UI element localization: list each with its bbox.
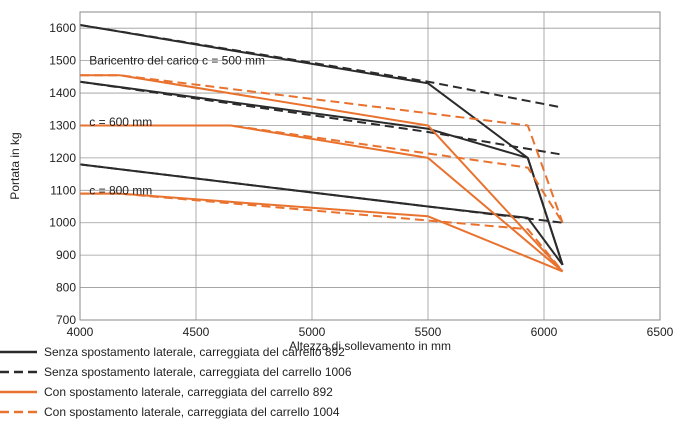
series-line-1-0 <box>79 24 563 109</box>
series-line-0-1 <box>79 80 564 266</box>
x-axis-title: Altezza di sollevamento in mm <box>289 339 451 353</box>
legend-label: Con spostamento laterale, carreggiata de… <box>44 385 333 399</box>
series-line-3-1 <box>80 124 564 224</box>
y-tick-label: 1100 <box>50 183 76 197</box>
x-tick-label: 4000 <box>67 325 94 339</box>
y-tick-label: 900 <box>56 248 76 262</box>
series-layer <box>79 24 564 273</box>
series-line-1-2 <box>79 163 563 224</box>
y-tick-label: 1400 <box>49 86 76 100</box>
legend-label: Senza spostamento laterale, carreggiata … <box>44 365 352 379</box>
annotation-label: Baricentro del carico c = 500 mm <box>89 54 265 68</box>
y-tick-label: 1500 <box>49 54 76 68</box>
annotation-label: c = 800 mm <box>89 183 152 197</box>
tick-labels: 4000 4500 5000 5500 6000 6500 700 800 900 1000 110… <box>49 21 673 339</box>
x-tick-label: 6500 <box>647 325 674 339</box>
y-tick-label: 1600 <box>49 21 76 35</box>
y-axis-title: Portata in kg <box>8 132 22 199</box>
series-line-3-0 <box>80 74 564 224</box>
x-tick-label: 4500 <box>183 325 210 339</box>
legend-label: Con spostamento laterale, carreggiata de… <box>44 405 340 419</box>
legend-label: Senza spostamento laterale, carreggiata … <box>44 345 345 359</box>
y-tick-label: 1200 <box>49 151 76 165</box>
series-line-3-2 <box>80 192 564 273</box>
y-tick-label: 700 <box>56 313 76 327</box>
annotations: Baricentro del carico c = 500 mm c = 600 … <box>89 54 265 198</box>
y-tick-label: 1000 <box>49 216 76 230</box>
y-tick-label: 1300 <box>49 118 76 132</box>
annotation-label: c = 600 mm <box>89 115 152 129</box>
series-line-1-1 <box>79 80 563 156</box>
x-tick-label: 6000 <box>531 325 558 339</box>
legend: Senza spostamento laterale, carreggiata … <box>0 345 352 419</box>
plot-frame <box>79 11 661 321</box>
series-line-2-2 <box>80 192 563 273</box>
x-tick-label: 5500 <box>415 325 442 339</box>
x-tick-label: 5000 <box>299 325 326 339</box>
y-tick-label: 800 <box>56 281 76 295</box>
